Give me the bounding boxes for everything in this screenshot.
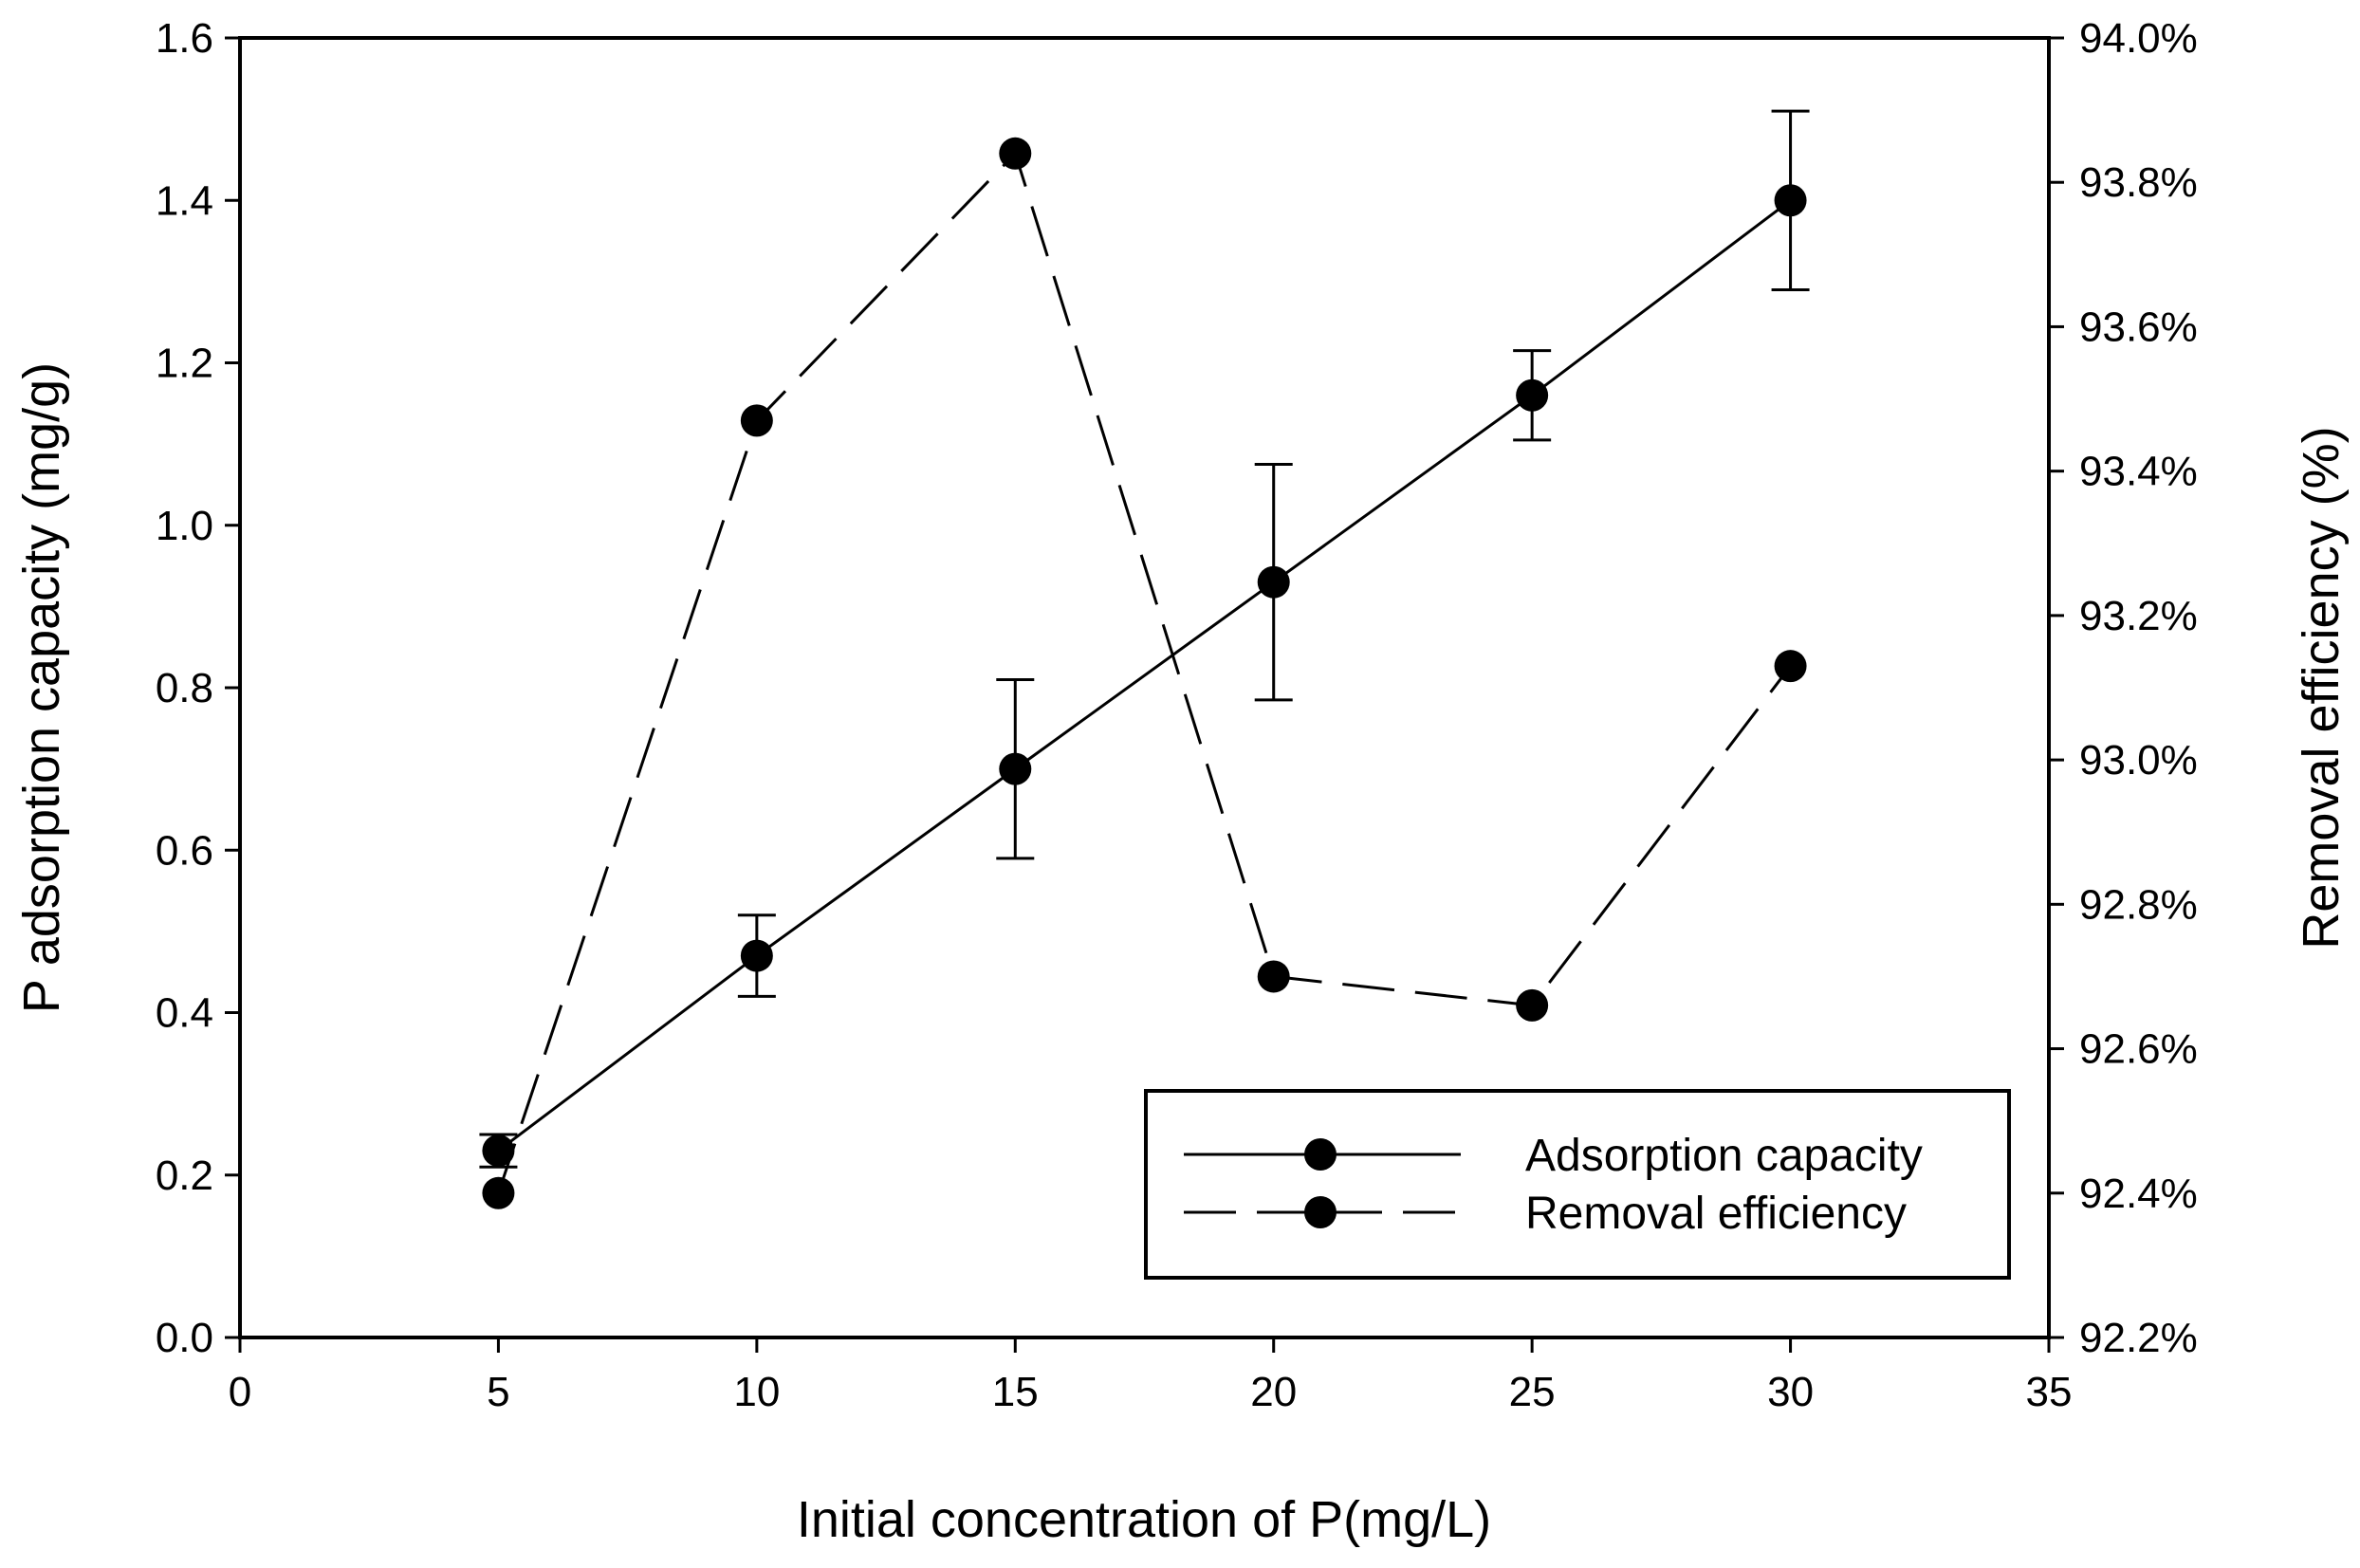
x-tick-label: 5 xyxy=(487,1369,509,1415)
legend-marker-removal xyxy=(1304,1196,1337,1228)
y-tick-label: 0.0 xyxy=(156,1315,213,1361)
x-tick-label: 25 xyxy=(1509,1369,1556,1415)
y-tick-label: 0.6 xyxy=(156,827,213,874)
y2-tick-label: 92.8% xyxy=(2079,881,2198,928)
y2-tick-label: 92.2% xyxy=(2079,1315,2198,1361)
data-point xyxy=(1516,988,1549,1022)
y-axis-right-title: Removal efficiency (%) xyxy=(2293,426,2350,949)
legend-label-adsorption: Adsorption capacity xyxy=(1525,1131,1923,1181)
series-adsorption-capacity xyxy=(479,109,1810,1169)
data-point xyxy=(482,1134,515,1168)
series-line-adsorption-capacity xyxy=(497,199,1792,1153)
legend-label-removal: Removal efficiency xyxy=(1525,1189,1907,1239)
x-axis: 0 5 10 15 20 25 30 35 xyxy=(229,1337,2073,1415)
y2-tick-label: 94.0% xyxy=(2079,15,2198,62)
y-tick-label: 0.2 xyxy=(156,1153,213,1199)
data-point xyxy=(482,1176,515,1209)
data-point xyxy=(1257,565,1290,599)
series-line-removal-efficiency xyxy=(496,150,1792,1194)
y-axis-left: 0.0 0.2 0.4 0.6 0.8 1.0 1.2 1.4 1.6 xyxy=(156,15,240,1361)
x-tick-label: 10 xyxy=(733,1369,780,1415)
y2-tick-label: 92.6% xyxy=(2079,1026,2198,1073)
y-axis-left-title: P adsorption capacity (mg/g) xyxy=(13,362,70,1013)
x-tick-label: 15 xyxy=(992,1369,1039,1415)
x-tick-label: 0 xyxy=(229,1369,251,1415)
legend: Adsorption capacity Removal efficiency xyxy=(1144,1089,2011,1280)
data-point xyxy=(999,137,1032,170)
x-tick-label: 20 xyxy=(1250,1369,1297,1415)
data-point xyxy=(1257,960,1290,993)
y-tick-label: 0.8 xyxy=(156,665,213,711)
y-tick-label: 1.2 xyxy=(156,341,213,387)
series-removal-efficiency xyxy=(482,137,1807,1209)
data-point xyxy=(740,404,773,437)
y-tick-label: 0.4 xyxy=(156,990,213,1037)
legend-box xyxy=(1144,1089,2011,1280)
y2-tick-label: 93.6% xyxy=(2079,304,2198,350)
y2-tick-label: 92.4% xyxy=(2079,1171,2198,1217)
x-tick-label: 30 xyxy=(1767,1369,1814,1415)
y-tick-label: 1.6 xyxy=(156,15,213,62)
y2-tick-label: 93.4% xyxy=(2079,449,2198,495)
y-axis-right: 92.2% 92.4% 92.6% 92.8% 93.0% 93.2% 93.4% 93.6%… xyxy=(2049,15,2198,1361)
y2-tick-label: 93.0% xyxy=(2079,737,2198,784)
data-point xyxy=(1774,184,1807,217)
data-point xyxy=(1516,378,1549,412)
data-point xyxy=(1774,650,1807,683)
y2-tick-label: 93.8% xyxy=(2079,159,2198,206)
y-tick-label: 1.0 xyxy=(156,503,213,549)
series-layer xyxy=(479,109,1810,1209)
x-axis-title: Initial concentration of P(mg/L) xyxy=(797,1491,1491,1548)
data-point xyxy=(740,939,773,972)
legend-marker-adsorption xyxy=(1304,1138,1337,1171)
x-tick-label: 35 xyxy=(2026,1369,2073,1415)
y-tick-label: 1.4 xyxy=(156,177,213,224)
y2-tick-label: 93.2% xyxy=(2079,593,2198,639)
data-point xyxy=(999,752,1032,785)
